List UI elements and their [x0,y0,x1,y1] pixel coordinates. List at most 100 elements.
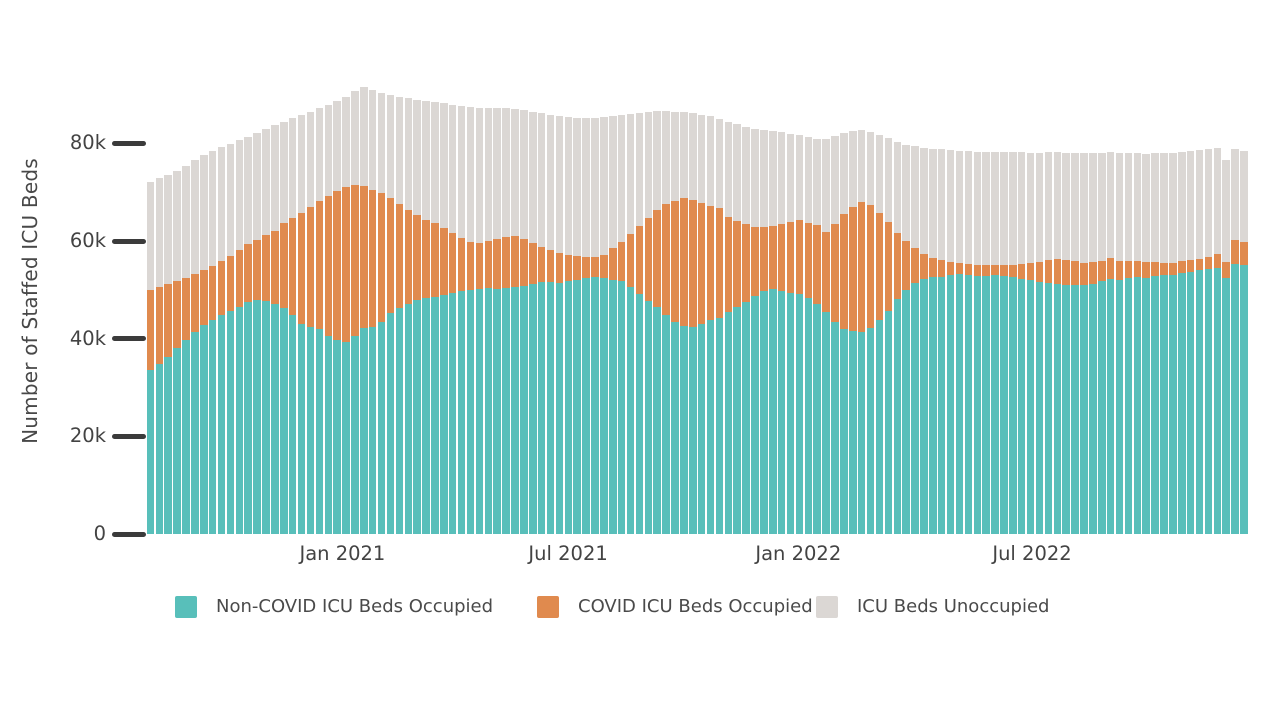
bar-week-92[interactable] [964,75,973,534]
bar-week-15[interactable] [279,75,288,534]
bar-week-8[interactable] [217,75,226,534]
bar-week-17[interactable] [297,75,306,534]
bar-week-9[interactable] [226,75,235,534]
bar-week-66[interactable] [733,75,742,534]
bar-week-95[interactable] [991,75,1000,534]
bar-week-82[interactable] [875,75,884,534]
bar-week-71[interactable] [777,75,786,534]
bar-week-119[interactable] [1204,75,1213,534]
bar-week-86[interactable] [911,75,920,534]
bar-week-43[interactable] [528,75,537,534]
bar-week-64[interactable] [715,75,724,534]
bar-week-91[interactable] [955,75,964,534]
bar-week-41[interactable] [511,75,520,534]
bar-week-76[interactable] [822,75,831,534]
bar-week-36[interactable] [466,75,475,534]
bar-week-29[interactable] [404,75,413,534]
bar-week-114[interactable] [1160,75,1169,534]
bar-week-97[interactable] [1008,75,1017,534]
bar-week-2[interactable] [164,75,173,534]
bar-week-5[interactable] [190,75,199,534]
bar-week-14[interactable] [270,75,279,534]
bar-week-96[interactable] [1000,75,1009,534]
bar-week-112[interactable] [1142,75,1151,534]
bar-week-12[interactable] [253,75,262,534]
bar-week-42[interactable] [519,75,528,534]
bar-week-110[interactable] [1124,75,1133,534]
bar-week-18[interactable] [306,75,315,534]
bar-week-123[interactable] [1240,75,1249,534]
bar-week-61[interactable] [688,75,697,534]
bar-week-31[interactable] [422,75,431,534]
bar-week-30[interactable] [413,75,422,534]
bar-week-88[interactable] [928,75,937,534]
bar-week-40[interactable] [502,75,511,534]
bar-week-80[interactable] [857,75,866,534]
bar-week-85[interactable] [902,75,911,534]
bar-week-121[interactable] [1222,75,1231,534]
bar-week-1[interactable] [155,75,164,534]
bar-week-55[interactable] [635,75,644,534]
bar-week-57[interactable] [653,75,662,534]
bar-week-3[interactable] [173,75,182,534]
bar-week-45[interactable] [546,75,555,534]
bar-week-37[interactable] [475,75,484,534]
bar-week-116[interactable] [1177,75,1186,534]
bar-week-87[interactable] [919,75,928,534]
bar-week-33[interactable] [439,75,448,534]
bar-week-118[interactable] [1195,75,1204,534]
bar-week-115[interactable] [1168,75,1177,534]
bar-week-78[interactable] [839,75,848,534]
bar-week-19[interactable] [315,75,324,534]
bar-week-35[interactable] [457,75,466,534]
bar-week-50[interactable] [591,75,600,534]
bar-week-49[interactable] [582,75,591,534]
bar-week-23[interactable] [350,75,359,534]
bar-week-0[interactable] [146,75,155,534]
bar-week-101[interactable] [1044,75,1053,534]
bar-week-54[interactable] [626,75,635,534]
bar-week-16[interactable] [288,75,297,534]
bar-week-7[interactable] [208,75,217,534]
bar-week-32[interactable] [431,75,440,534]
bar-week-117[interactable] [1186,75,1195,534]
bar-week-48[interactable] [573,75,582,534]
bar-week-69[interactable] [759,75,768,534]
bar-week-105[interactable] [1080,75,1089,534]
bar-week-11[interactable] [244,75,253,534]
bar-week-79[interactable] [848,75,857,534]
bar-week-89[interactable] [937,75,946,534]
bar-week-83[interactable] [884,75,893,534]
bar-week-63[interactable] [706,75,715,534]
bar-week-65[interactable] [724,75,733,534]
bar-week-111[interactable] [1133,75,1142,534]
bar-week-13[interactable] [262,75,271,534]
legend-item-noncovid[interactable]: Non-COVID ICU Beds Occupied [175,596,493,618]
legend-item-covid[interactable]: COVID ICU Beds Occupied [537,596,813,618]
bar-week-39[interactable] [493,75,502,534]
bar-week-72[interactable] [786,75,795,534]
bar-week-6[interactable] [199,75,208,534]
bar-week-106[interactable] [1088,75,1097,534]
bar-week-21[interactable] [333,75,342,534]
bar-week-53[interactable] [617,75,626,534]
bar-week-100[interactable] [1035,75,1044,534]
bar-week-113[interactable] [1151,75,1160,534]
bar-week-67[interactable] [742,75,751,534]
bar-week-81[interactable] [866,75,875,534]
bar-week-108[interactable] [1106,75,1115,534]
bar-week-70[interactable] [768,75,777,534]
bar-week-109[interactable] [1115,75,1124,534]
bar-week-58[interactable] [662,75,671,534]
bar-week-98[interactable] [1017,75,1026,534]
bar-week-22[interactable] [342,75,351,534]
bar-week-28[interactable] [395,75,404,534]
bar-week-99[interactable] [1026,75,1035,534]
bar-week-56[interactable] [644,75,653,534]
bar-week-103[interactable] [1062,75,1071,534]
bar-week-26[interactable] [377,75,386,534]
bar-week-51[interactable] [599,75,608,534]
bar-week-25[interactable] [368,75,377,534]
bar-week-107[interactable] [1097,75,1106,534]
bar-week-122[interactable] [1231,75,1240,534]
